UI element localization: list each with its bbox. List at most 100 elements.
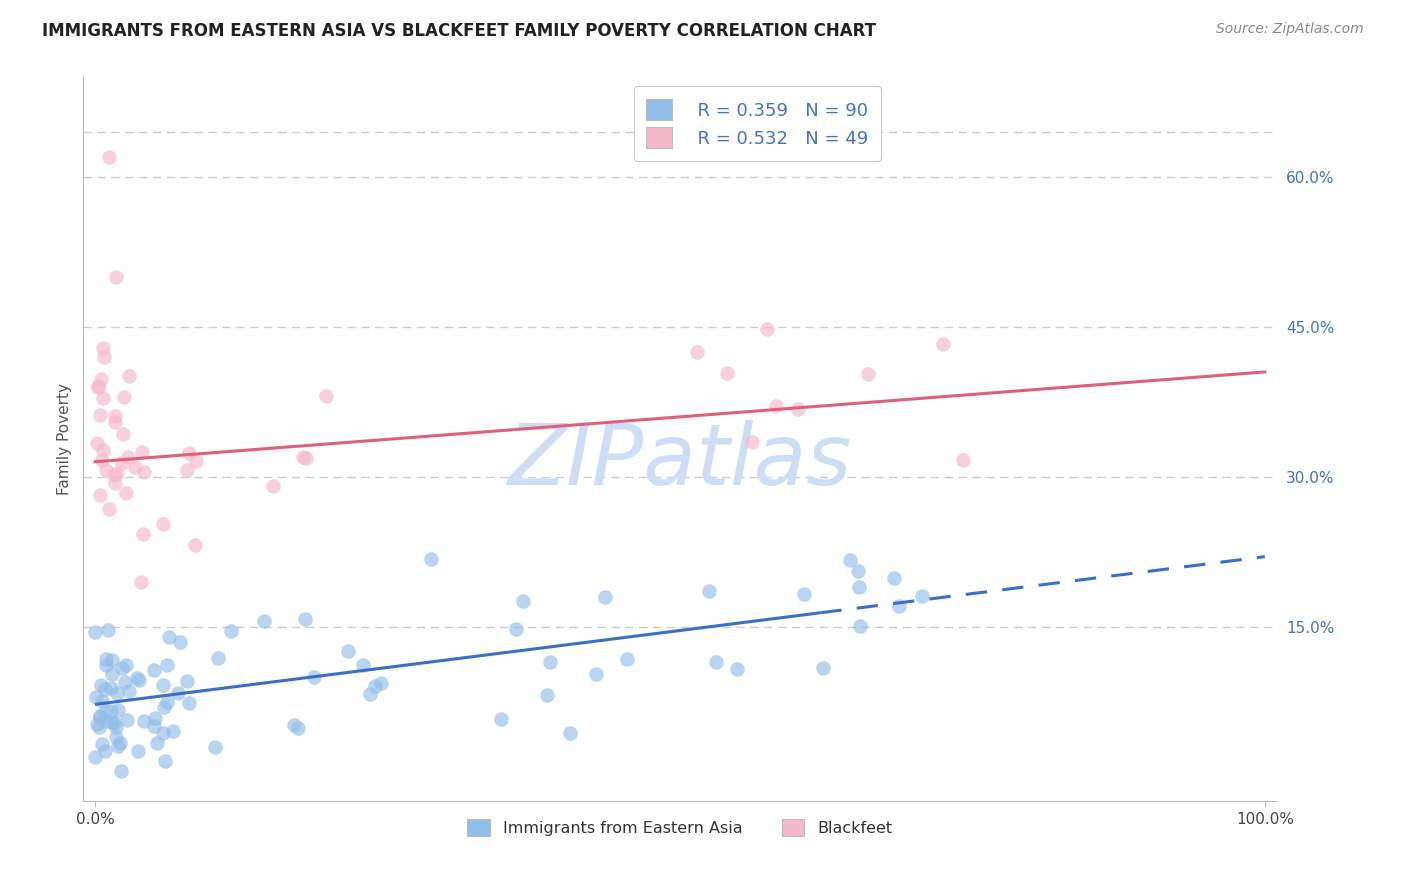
Point bbox=[686, 345, 709, 359]
Point bbox=[104, 415, 127, 429]
Point bbox=[84, 624, 107, 639]
Point bbox=[89, 709, 111, 723]
Point bbox=[352, 658, 374, 673]
Point bbox=[117, 450, 139, 464]
Point bbox=[112, 390, 135, 404]
Point bbox=[143, 711, 166, 725]
Point bbox=[162, 723, 184, 738]
Point bbox=[848, 564, 870, 578]
Point bbox=[287, 721, 309, 735]
Point bbox=[741, 434, 763, 449]
Point bbox=[111, 661, 134, 675]
Point bbox=[86, 716, 108, 731]
Point bbox=[291, 450, 314, 464]
Point bbox=[540, 655, 562, 669]
Point bbox=[419, 552, 441, 566]
Point bbox=[207, 650, 229, 665]
Point bbox=[143, 664, 166, 678]
Point bbox=[94, 462, 117, 476]
Legend: Immigrants from Eastern Asia, Blackfeet: Immigrants from Eastern Asia, Blackfeet bbox=[460, 812, 900, 844]
Point bbox=[90, 678, 112, 692]
Point bbox=[179, 446, 201, 460]
Point bbox=[114, 675, 136, 690]
Point bbox=[156, 658, 179, 673]
Point bbox=[536, 688, 558, 702]
Point bbox=[616, 652, 638, 666]
Point bbox=[103, 468, 125, 483]
Point bbox=[359, 687, 381, 701]
Point bbox=[143, 719, 166, 733]
Point bbox=[883, 571, 905, 585]
Point bbox=[128, 673, 150, 688]
Point bbox=[704, 655, 727, 669]
Point bbox=[793, 586, 815, 600]
Point bbox=[911, 589, 934, 603]
Point bbox=[157, 630, 180, 644]
Point bbox=[89, 488, 111, 502]
Point bbox=[114, 486, 136, 500]
Point bbox=[146, 736, 169, 750]
Point bbox=[105, 730, 128, 744]
Point bbox=[91, 694, 114, 708]
Point bbox=[105, 466, 128, 480]
Point bbox=[176, 674, 198, 689]
Point bbox=[91, 737, 114, 751]
Point bbox=[111, 426, 134, 441]
Point bbox=[108, 736, 131, 750]
Point bbox=[89, 408, 111, 422]
Point bbox=[97, 501, 120, 516]
Point bbox=[152, 726, 174, 740]
Point bbox=[117, 713, 139, 727]
Point bbox=[370, 675, 392, 690]
Text: ZIPatlas: ZIPatlas bbox=[508, 419, 852, 502]
Point bbox=[186, 454, 208, 468]
Point bbox=[152, 517, 174, 532]
Point bbox=[129, 574, 152, 589]
Point bbox=[336, 644, 359, 658]
Point bbox=[169, 635, 191, 649]
Point bbox=[100, 653, 122, 667]
Point bbox=[100, 704, 122, 718]
Point bbox=[91, 341, 114, 355]
Point bbox=[110, 764, 132, 779]
Point bbox=[558, 726, 581, 740]
Point bbox=[93, 350, 115, 364]
Point bbox=[952, 452, 974, 467]
Point bbox=[848, 580, 870, 594]
Point bbox=[813, 661, 835, 675]
Point bbox=[183, 538, 205, 552]
Point bbox=[505, 623, 527, 637]
Point bbox=[98, 150, 121, 164]
Point bbox=[132, 465, 155, 479]
Point bbox=[118, 684, 141, 698]
Point bbox=[134, 714, 156, 729]
Point bbox=[262, 479, 284, 493]
Point bbox=[283, 718, 305, 732]
Point bbox=[152, 678, 174, 692]
Text: Source: ZipAtlas.com: Source: ZipAtlas.com bbox=[1216, 22, 1364, 37]
Point bbox=[131, 445, 153, 459]
Point bbox=[91, 452, 114, 467]
Point bbox=[96, 714, 118, 728]
Point bbox=[97, 624, 120, 638]
Point bbox=[89, 710, 111, 724]
Point bbox=[787, 402, 810, 417]
Point bbox=[107, 739, 129, 754]
Point bbox=[887, 599, 910, 614]
Point bbox=[103, 715, 125, 730]
Point bbox=[204, 739, 226, 754]
Point bbox=[91, 391, 114, 405]
Point bbox=[585, 667, 607, 681]
Point bbox=[849, 619, 872, 633]
Point bbox=[94, 744, 117, 758]
Point bbox=[512, 594, 534, 608]
Point bbox=[104, 409, 127, 423]
Point bbox=[294, 450, 316, 465]
Point bbox=[103, 475, 125, 490]
Point bbox=[294, 612, 316, 626]
Point bbox=[89, 720, 111, 734]
Point bbox=[114, 658, 136, 673]
Point bbox=[765, 399, 787, 413]
Point bbox=[125, 671, 148, 685]
Point bbox=[177, 696, 200, 710]
